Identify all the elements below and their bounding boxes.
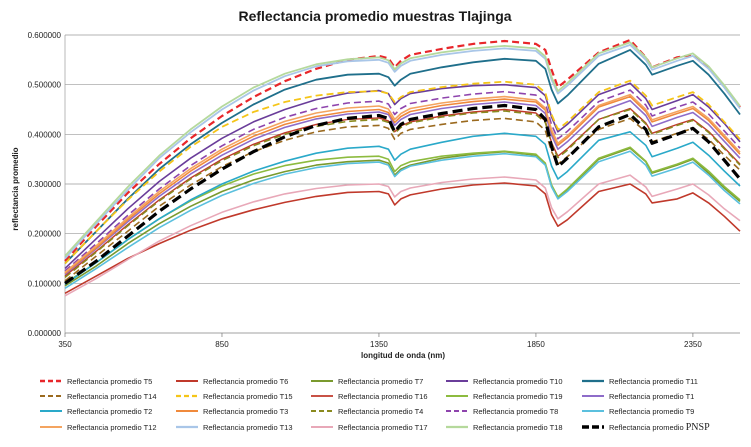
series-line-t3 — [64, 95, 741, 275]
legend-label: Reflectancia promedio T2 — [67, 407, 152, 416]
series-lines — [64, 38, 742, 297]
y-tick-label: 0.200000 — [28, 230, 62, 239]
series-line-t14 — [64, 117, 741, 282]
y-tick-label: 0.000000 — [28, 329, 62, 338]
y-tick-label: 0.100000 — [28, 279, 62, 288]
x-tick-label: 2350 — [684, 340, 702, 349]
legend-label: Reflectancia promedio T5 — [67, 377, 152, 386]
y-tick-label: 0.500000 — [28, 81, 62, 90]
x-axis-label: longitud de onda (nm) — [361, 351, 445, 360]
series-line-t13 — [64, 44, 741, 260]
series-line-t8 — [64, 89, 741, 272]
series-line-t1 — [64, 99, 741, 276]
series-line-t2 — [64, 131, 741, 285]
y-tick-label: 0.400000 — [28, 130, 62, 139]
legend-label: Reflectancia promedio T15 — [203, 392, 293, 401]
y-tick-label: 0.600000 — [28, 31, 62, 40]
series-line-t5 — [64, 38, 741, 262]
series-line-t6 — [64, 182, 741, 294]
series-line-t11 — [64, 49, 741, 265]
y-axis-ticks: 0.000000 0.100000 0.200000 0.300000 0.400000… — [28, 31, 62, 338]
series-line-t9 — [64, 150, 741, 289]
series-line-t17 — [64, 174, 741, 297]
y-tick-label: 0.300000 — [28, 180, 62, 189]
legend-label: Reflectancia promedio T10 — [473, 377, 563, 386]
x-axis-ticks: 350 850 1350 1850 2350 — [58, 333, 702, 349]
series-line-t10 — [64, 82, 741, 269]
legend-label: Reflectancia promedio T3 — [203, 407, 288, 416]
legend-label: Reflectancia promedio T13 — [203, 423, 293, 432]
legend: Reflectancia promedio T5 Reflectancia pro… — [40, 377, 710, 433]
series-line-t12 — [64, 93, 741, 274]
legend-label: Reflectancia promedio PNSP — [609, 422, 710, 433]
legend-label: Reflectancia promedio T4 — [338, 407, 423, 416]
series-line-t18 — [64, 41, 741, 257]
x-tick-label: 850 — [215, 340, 229, 349]
legend-label: Reflectancia promedio T17 — [338, 423, 428, 432]
series-line-t4 — [64, 108, 741, 279]
series-line-t15 — [64, 79, 741, 265]
legend-label: Reflectancia promedio T19 — [473, 392, 563, 401]
legend-label: Reflectancia promedio T18 — [473, 423, 563, 432]
series-line-t19 — [64, 146, 741, 284]
legend-label: Reflectancia promedio T6 — [203, 377, 288, 386]
series-line-pnsp — [64, 103, 742, 285]
x-tick-label: 1350 — [370, 340, 388, 349]
y-axis-label: reflectancia promedio — [11, 147, 20, 230]
legend-label: Reflectancia promedio T14 — [67, 392, 157, 401]
x-tick-label: 350 — [58, 340, 72, 349]
chart-title: Reflectancia promedio muestras Tlajinga — [238, 8, 511, 24]
legend-label: Reflectancia promedio T1 — [609, 392, 694, 401]
legend-label: Reflectancia promedio T9 — [609, 407, 694, 416]
legend-label: Reflectancia promedio T8 — [473, 407, 558, 416]
legend-label: Reflectancia promedio T16 — [338, 392, 428, 401]
legend-label: Reflectancia promedio T11 — [609, 377, 698, 386]
legend-label: Reflectancia promedio T12 — [67, 423, 157, 432]
legend-label: Reflectancia promedio T7 — [338, 377, 423, 386]
x-tick-label: 1850 — [527, 340, 545, 349]
